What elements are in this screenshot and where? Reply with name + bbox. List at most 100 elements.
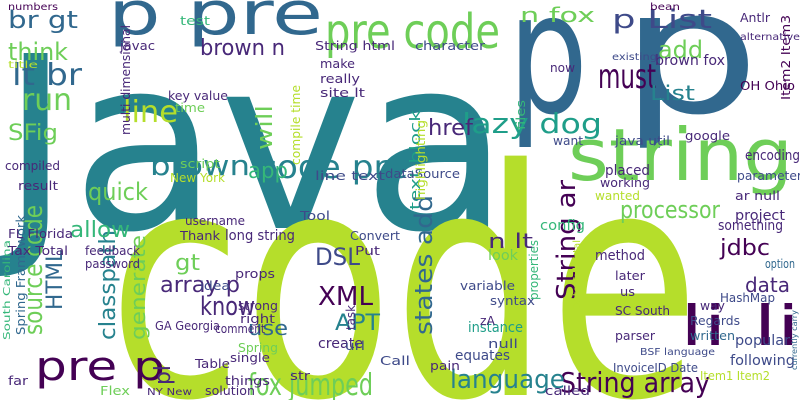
word: create <box>318 336 363 352</box>
word: NY New <box>147 387 192 398</box>
word: pain <box>430 359 460 373</box>
word: n lt <box>488 229 533 253</box>
word: Table <box>194 357 230 371</box>
word: title <box>8 60 38 71</box>
word: String array <box>560 366 710 399</box>
word: DSL <box>315 243 361 271</box>
word: text block <box>408 109 424 210</box>
word: source code <box>19 205 49 335</box>
word: use <box>248 316 288 340</box>
word: Put <box>355 244 380 258</box>
word: Call <box>380 354 410 368</box>
word: allow <box>70 218 130 243</box>
word: processor <box>620 196 720 224</box>
word: following <box>730 353 795 369</box>
word: states add <box>410 195 438 335</box>
word: APT <box>335 311 381 336</box>
word: XML <box>318 282 374 312</box>
word: single <box>230 351 270 365</box>
word: syntax <box>490 294 535 308</box>
word: South Carolina <box>2 240 13 340</box>
word: numbers <box>8 2 58 13</box>
word: n fox <box>520 3 595 27</box>
word: result <box>18 179 58 193</box>
word: highlighting <box>414 120 428 200</box>
word: will <box>253 105 278 150</box>
word: project <box>735 208 786 224</box>
word: zA <box>480 314 496 328</box>
word: string <box>568 113 793 197</box>
word: generate <box>126 235 150 340</box>
word: compiled <box>5 159 60 173</box>
word: parameter <box>737 169 800 183</box>
word: line text <box>315 169 385 183</box>
word: compile time <box>289 85 303 165</box>
word: test <box>180 14 210 28</box>
word: option <box>765 257 795 271</box>
word: files <box>514 100 528 130</box>
word: Date SubTotal <box>572 240 583 310</box>
word: lazy dog <box>462 107 602 140</box>
word: p <box>508 0 588 152</box>
word: instance <box>468 320 523 336</box>
word: brown n <box>200 36 285 61</box>
word: code <box>108 104 700 400</box>
word: pre p <box>35 344 165 390</box>
word: later <box>615 269 645 283</box>
word: really <box>320 72 360 86</box>
word: null <box>488 337 518 351</box>
word: Tool <box>299 209 330 223</box>
word: alternative <box>740 32 800 43</box>
word: placed <box>605 163 650 179</box>
word: brown fox <box>655 53 725 69</box>
word: Spring <box>238 341 278 355</box>
word: Flex <box>100 384 130 398</box>
word: gt <box>175 251 200 276</box>
word: equates <box>455 348 510 364</box>
word: lt br <box>12 58 83 93</box>
word: String ar <box>552 180 582 300</box>
word: Convert <box>350 229 400 243</box>
word: app <box>248 159 288 184</box>
word: quick <box>88 178 148 206</box>
word: feedback <box>85 244 140 258</box>
word: OH Ohio <box>740 79 795 93</box>
word: brown <box>150 149 250 182</box>
word: something <box>718 218 783 234</box>
word: language <box>450 365 565 395</box>
word: script <box>180 157 220 171</box>
word: Item2 Item3 <box>779 15 793 100</box>
word: data <box>745 273 790 297</box>
word: multi dimensional <box>119 25 133 135</box>
word: FL Florida <box>8 227 73 241</box>
word: GA Georgia <box>155 319 220 333</box>
word: google <box>685 129 730 143</box>
word: must <box>598 57 656 97</box>
word: look <box>488 248 519 264</box>
word: code pre <box>258 148 408 186</box>
word: long string <box>225 228 295 244</box>
word: Item1 Item2 <box>700 369 770 383</box>
word: popular <box>735 333 790 349</box>
word: li li <box>680 294 800 358</box>
word: array p <box>160 273 240 298</box>
word: p <box>620 0 760 153</box>
word: comment <box>215 322 265 336</box>
word: pre code <box>325 4 500 60</box>
word: br gt <box>8 6 78 34</box>
word: idea <box>200 279 230 293</box>
word: HTML <box>43 249 68 310</box>
word: Spring Framework <box>14 215 28 335</box>
word: dataSource <box>385 167 460 181</box>
word: javac <box>119 39 155 53</box>
word: properties <box>527 240 541 300</box>
word: make <box>320 57 355 71</box>
word: password <box>85 257 140 271</box>
word: Thank <box>179 229 220 243</box>
word: way <box>700 299 725 313</box>
word: far <box>8 374 28 388</box>
word: List <box>650 81 695 105</box>
word: want <box>553 134 583 148</box>
word: called <box>545 384 590 398</box>
